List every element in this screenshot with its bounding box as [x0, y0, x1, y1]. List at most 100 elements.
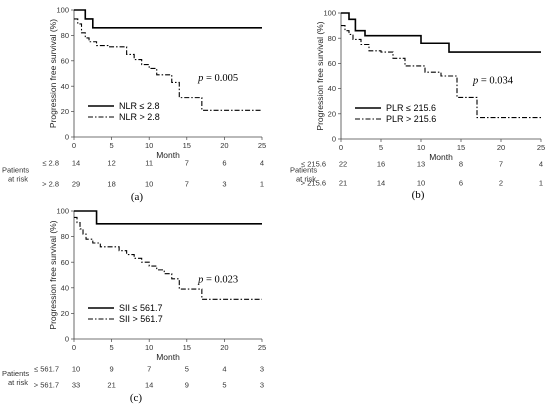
- at-risk-count: 4: [539, 160, 543, 169]
- at-risk-count: 3: [260, 365, 264, 374]
- survival-curve-low: [74, 9, 262, 29]
- at-risk-count: 2: [499, 179, 503, 188]
- at-risk-count: 10: [145, 180, 153, 189]
- y-tick-label: 80: [61, 232, 69, 241]
- survival-curve-high: [74, 216, 262, 300]
- at-risk-count: 3: [260, 381, 264, 390]
- at-risk-count: 7: [499, 160, 503, 169]
- at-risk-count: 8: [459, 160, 463, 169]
- panel-label: (a): [131, 191, 144, 203]
- at-risk-count: 5: [185, 365, 189, 374]
- at-risk-count: 7: [147, 365, 151, 374]
- y-tick-label: 40: [61, 283, 69, 292]
- at-risk-header: Patients: [290, 166, 317, 175]
- at-risk-count: 21: [107, 381, 115, 390]
- chart-panel-3: 0 20 40 60 80 100 0 5 10 15 20 25 Month Progression f…: [2, 207, 266, 404]
- x-tick-label: 25: [537, 143, 545, 152]
- legend-entry: SII > 561.7: [119, 314, 163, 324]
- x-tick-label: 25: [258, 141, 266, 150]
- x-tick-label: 0: [72, 141, 76, 150]
- x-axis-title: Month: [156, 352, 180, 362]
- p-value-number: = 0.034: [478, 76, 514, 87]
- at-risk-group-label: ≤ 561.7: [34, 365, 59, 374]
- at-risk-group-label: > 2.8: [42, 180, 59, 189]
- panel-label: (b): [412, 189, 425, 201]
- y-tick-label: 80: [61, 31, 69, 40]
- y-axis-title: Progression free survival (%): [315, 21, 325, 130]
- at-risk-count: 9: [185, 381, 189, 390]
- y-tick-label: 0: [332, 135, 336, 144]
- p-value-number: = 0.023: [203, 275, 238, 286]
- at-risk-count: 13: [417, 160, 425, 169]
- at-risk-count: 9: [110, 365, 114, 374]
- y-tick-label: 100: [56, 6, 69, 15]
- at-risk-count: 6: [459, 179, 463, 188]
- at-risk-count: 22: [339, 160, 347, 169]
- x-tick-label: 5: [110, 343, 114, 352]
- at-risk-count: 16: [377, 160, 385, 169]
- x-tick-label: 0: [339, 143, 343, 152]
- at-risk-header: at risk: [8, 378, 28, 387]
- at-risk-count: 3: [222, 180, 226, 189]
- legend-entry: PLR > 215.6: [386, 114, 436, 124]
- y-axis-title: Progression free survival (%): [48, 220, 58, 329]
- x-axis-title: Month: [156, 150, 180, 160]
- p-value-symbol: p: [472, 76, 478, 87]
- x-tick-label: 10: [145, 141, 153, 150]
- at-risk-header: at risk: [296, 175, 316, 184]
- at-risk-count: 11: [145, 159, 153, 168]
- legend-entry: SII ≤ 561.7: [119, 303, 162, 313]
- at-risk-count: 14: [145, 381, 153, 390]
- chart-panel-2: 0 20 40 60 80 100 0 5 10 15 20 25 Month Progression f…: [290, 9, 545, 201]
- survival-curve-low: [74, 210, 262, 225]
- y-tick-label: 0: [65, 133, 69, 142]
- y-tick-label: 80: [328, 34, 336, 43]
- at-risk-header: Patients: [2, 369, 29, 378]
- at-risk-count: 14: [72, 159, 80, 168]
- x-tick-label: 15: [183, 343, 191, 352]
- at-risk-count: 7: [185, 180, 189, 189]
- at-risk-count: 4: [260, 159, 264, 168]
- at-risk-count: 6: [222, 159, 226, 168]
- at-risk-count: 1: [260, 180, 264, 189]
- y-tick-label: 0: [65, 335, 69, 344]
- survival-curve-high: [341, 25, 541, 119]
- legend-entry: PLR ≤ 215.6: [386, 103, 436, 113]
- at-risk-header: Patients: [2, 166, 29, 175]
- x-tick-label: 20: [220, 343, 228, 352]
- legend-entry: NLR ≤ 2.8: [119, 101, 159, 111]
- at-risk-count: 33: [72, 381, 80, 390]
- survival-curve-low: [341, 12, 541, 53]
- p-value-symbol: p: [197, 73, 203, 84]
- x-tick-label: 0: [72, 343, 76, 352]
- at-risk-count: 1: [539, 179, 543, 188]
- p-value: p = 0.005: [197, 73, 238, 84]
- x-tick-label: 5: [379, 143, 383, 152]
- at-risk-count: 14: [377, 179, 385, 188]
- p-value: p = 0.034: [472, 76, 514, 87]
- at-risk-count: 18: [107, 180, 115, 189]
- at-risk-count: 21: [339, 179, 347, 188]
- at-risk-count: 10: [417, 179, 425, 188]
- at-risk-count: 7: [185, 159, 189, 168]
- x-axis-title: Month: [429, 152, 453, 162]
- x-tick-label: 10: [145, 343, 153, 352]
- at-risk-group-label: ≤ 2.8: [42, 159, 59, 168]
- at-risk-count: 4: [222, 365, 226, 374]
- y-axis-title: Progression free survival (%): [48, 19, 58, 128]
- y-tick-label: 60: [61, 258, 69, 267]
- x-tick-label: 10: [417, 143, 425, 152]
- p-value-symbol: p: [197, 275, 203, 286]
- x-tick-label: 15: [457, 143, 465, 152]
- p-value: p = 0.023: [197, 275, 238, 286]
- at-risk-count: 10: [72, 365, 80, 374]
- x-tick-label: 25: [258, 343, 266, 352]
- at-risk-group-label: > 215.6: [301, 179, 326, 188]
- at-risk-header: at risk: [8, 175, 28, 184]
- x-tick-label: 20: [220, 141, 228, 150]
- x-tick-label: 15: [183, 141, 191, 150]
- at-risk-count: 12: [107, 159, 115, 168]
- at-risk-group-label: ≤ 215.6: [301, 160, 326, 169]
- y-tick-label: 20: [328, 109, 336, 118]
